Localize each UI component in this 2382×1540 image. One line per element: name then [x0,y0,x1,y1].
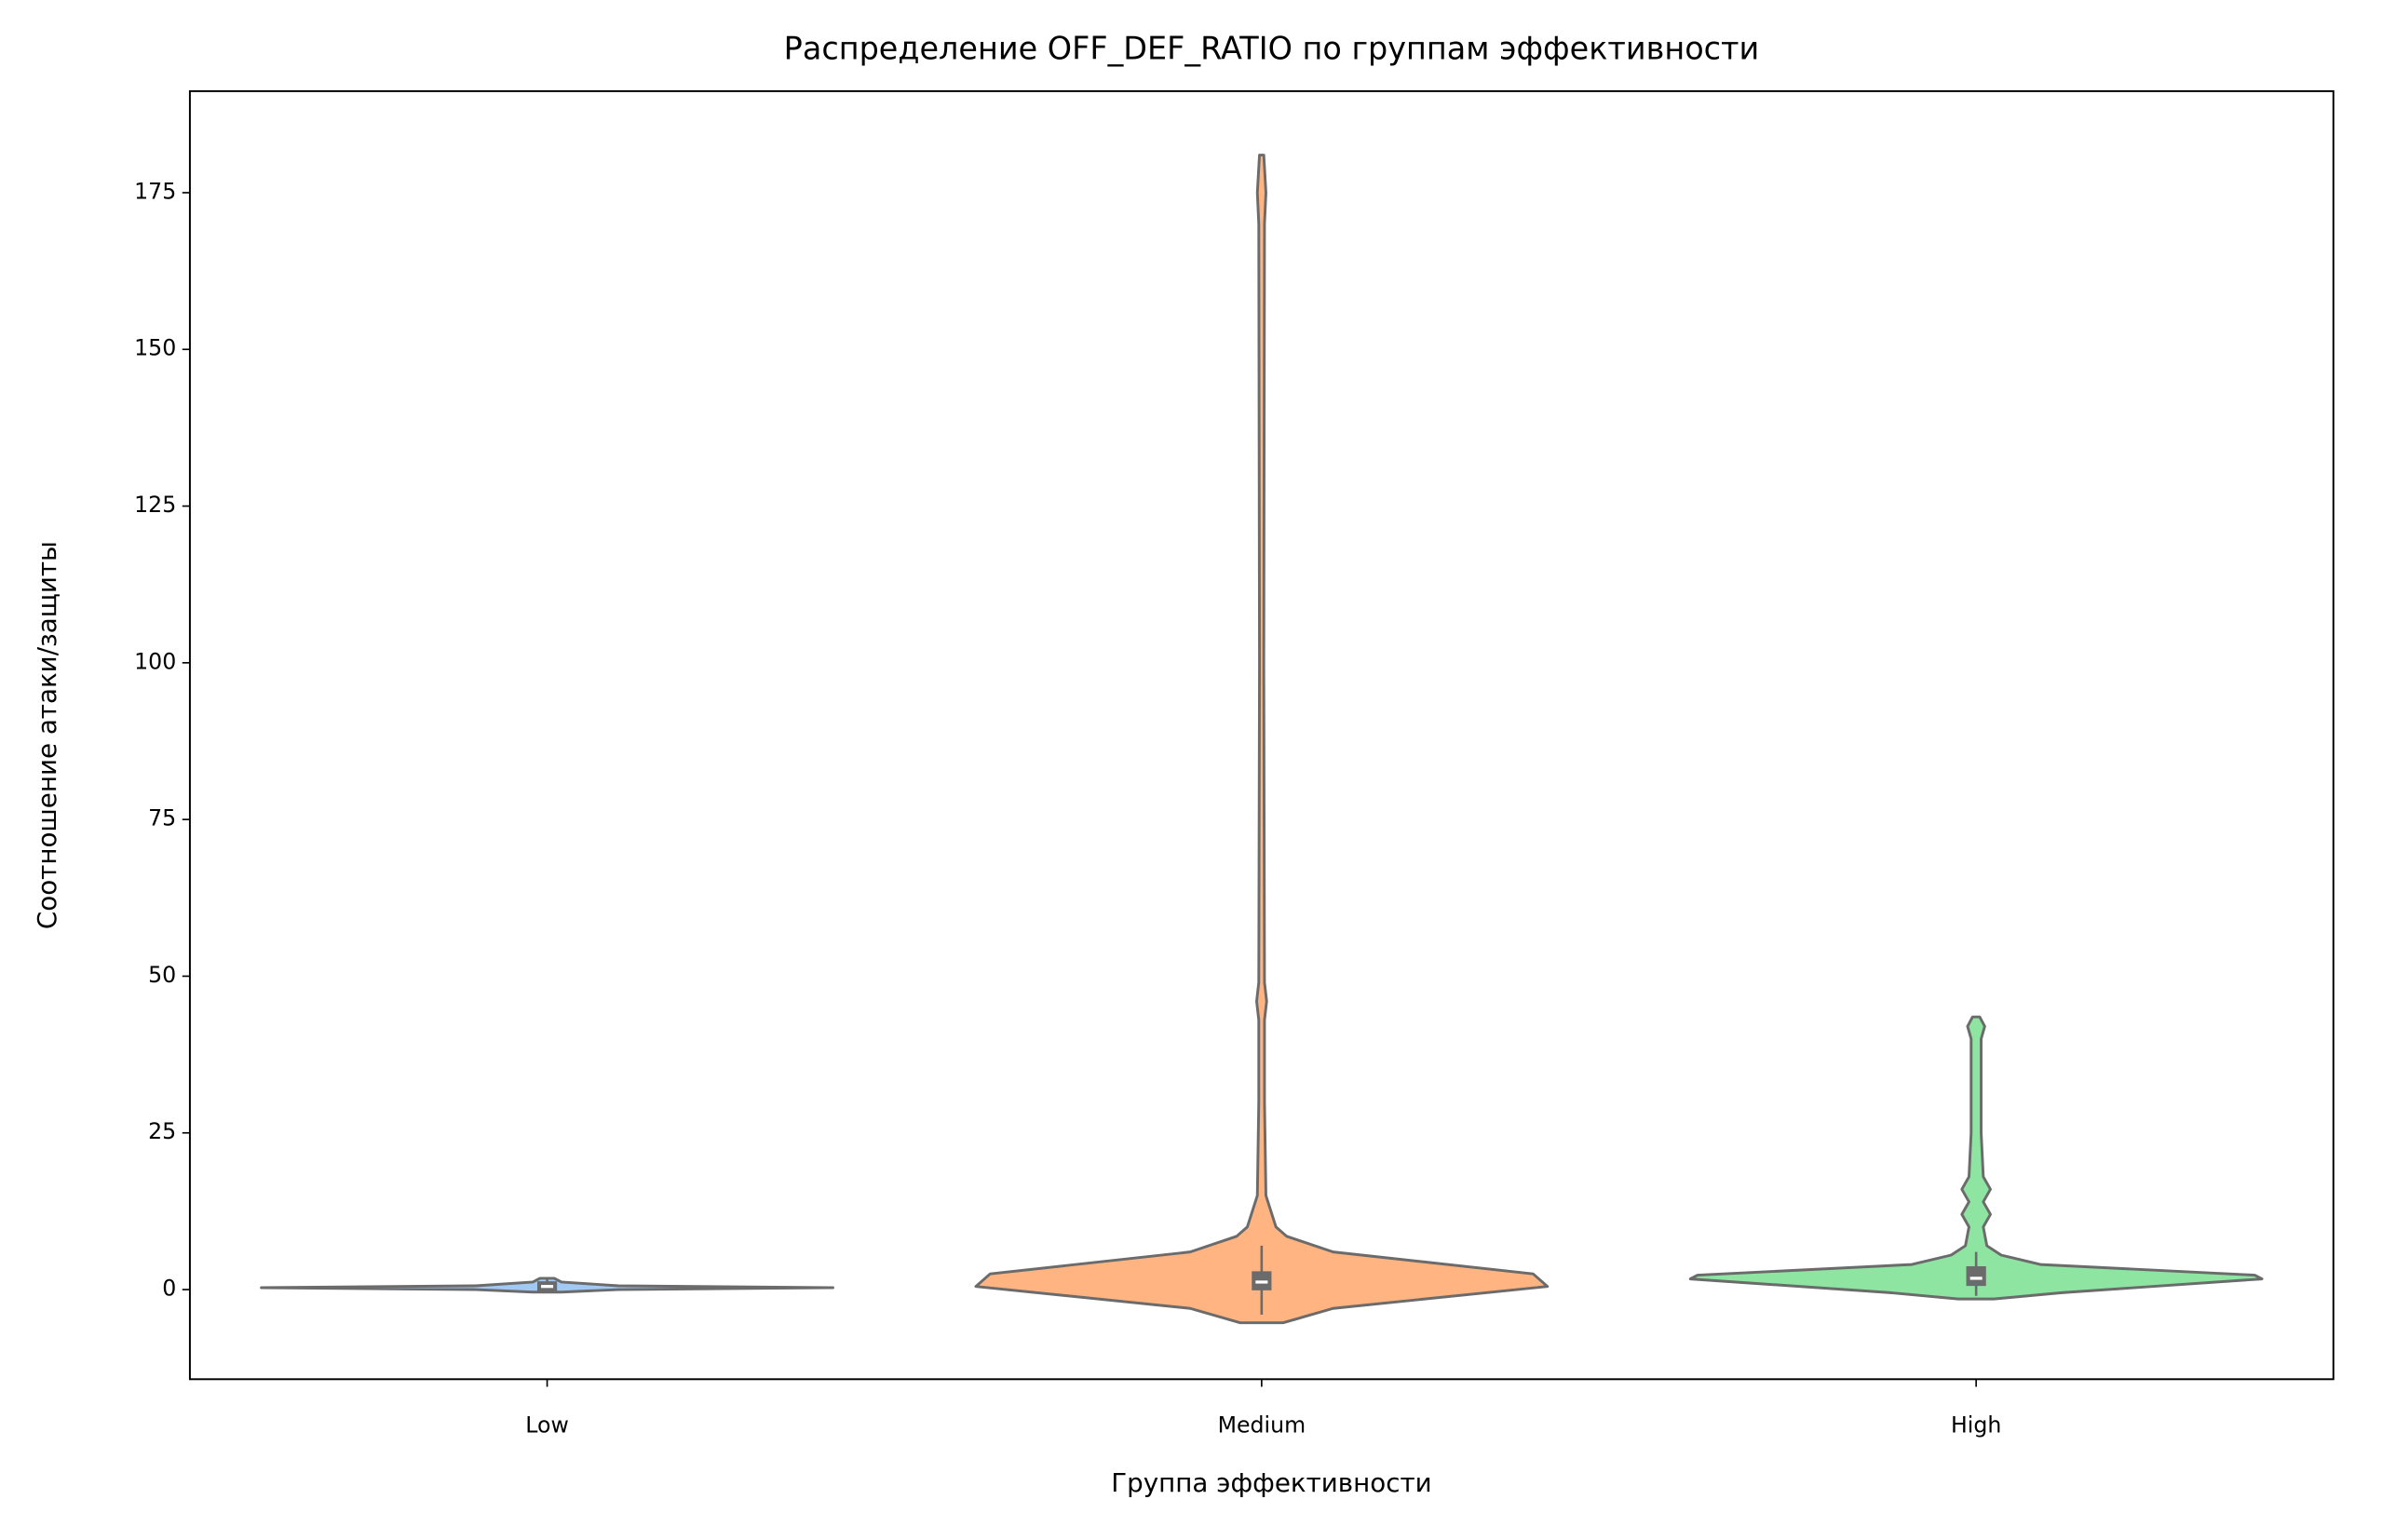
violin-body [974,154,1550,1325]
y-axis-label: Соотношение атаки/защиты [32,541,62,929]
y-tick-label: 125 [134,492,176,518]
x-axis-label: Группа эффективности [1111,1467,1431,1498]
x-tick-label: High [1951,1412,2001,1438]
y-tick-label: 50 [148,962,176,988]
y-tick-label: 150 [134,335,176,361]
y-tick-label: 100 [134,648,176,674]
x-tick-label: Medium [1218,1412,1306,1438]
box [1966,1265,1986,1287]
y-tick-label: 175 [134,178,176,204]
chart-title: Распределение OFF_DEF_RATIO по группам э… [784,30,1760,66]
x-tick-label: Low [525,1412,569,1438]
plot-frame [188,89,2335,1381]
violin-body [1688,1015,2264,1301]
y-tick-label: 25 [148,1118,176,1144]
y-tick-label: 75 [148,805,176,831]
y-tick-label: 0 [162,1276,176,1302]
